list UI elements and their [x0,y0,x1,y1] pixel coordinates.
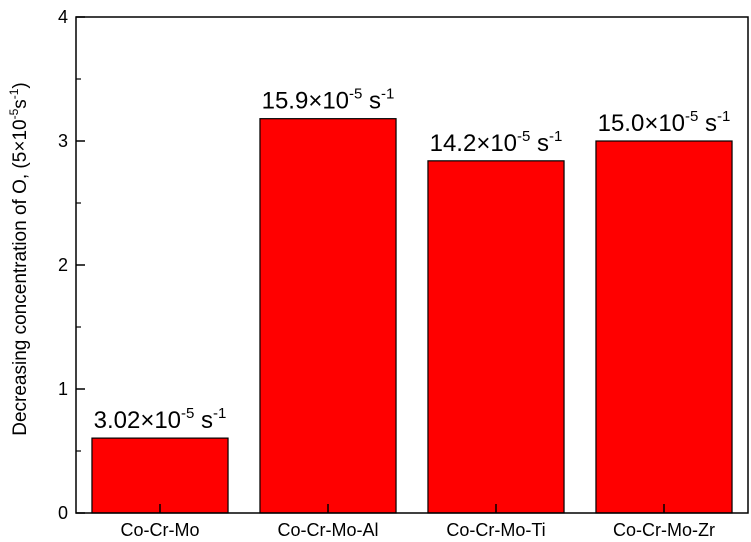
bar [427,160,565,514]
plot-frame [75,16,749,514]
y-tick-label: 4 [58,7,68,27]
data-label: 3.02×10-5 s-1 [94,405,227,434]
y-tick-label: 3 [58,131,68,151]
y-axis-label: Decreasing concentration of O, (5×10-5s-… [7,82,31,436]
data-label: 15.0×10-5 s-1 [598,108,731,137]
x-tick-label: Co-Cr-Mo-Zr [613,520,715,540]
bars [91,118,733,514]
data-label: 15.9×10-5 s-1 [262,86,395,115]
x-tick-label: Co-Cr-Mo [121,520,200,540]
x-tick-label: Co-Cr-Mo-Al [278,520,379,540]
bar [91,437,229,514]
bar [595,140,733,514]
y-tick-label: 2 [58,255,68,275]
y-tick-label: 0 [58,503,68,523]
y-axis-ticks: 0 1 2 3 4 [58,7,85,523]
y-tick-label: 1 [58,379,68,399]
data-labels: 3.02×10-5 s-1 15.9×10-5 s-1 14.2×10-5 s-1 1… [94,86,731,434]
data-label: 14.2×10-5 s-1 [430,128,563,157]
x-tick-label: Co-Cr-Mo-Ti [446,520,545,540]
x-axis-ticks: Co-Cr-Mo Co-Cr-Mo-Al Co-Cr-Mo-Ti Co-Cr-Mo-Z… [121,504,715,540]
bar [259,118,397,514]
